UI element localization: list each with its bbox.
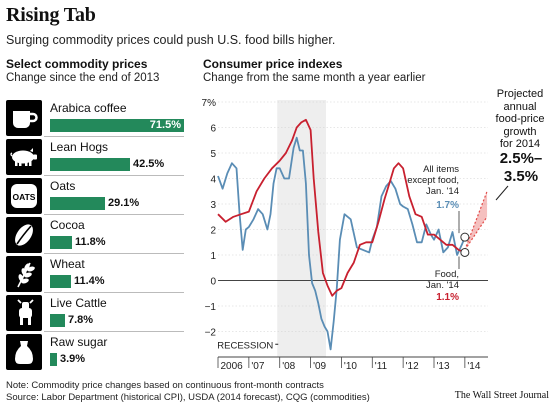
row-divider [44, 331, 184, 332]
cocoa-bean-icon [6, 217, 42, 253]
projection-line: for 2014 [499, 138, 541, 150]
food-label: Food, [435, 269, 459, 280]
y-tick-label: 4 [210, 175, 216, 186]
y-tick-label: 1 [210, 251, 216, 262]
y-tick-label: 7% [202, 98, 217, 109]
commodity-bar [50, 119, 184, 132]
x-tick-label: '14 [467, 361, 480, 372]
row-divider [44, 214, 184, 215]
projection-line: food-price [495, 113, 545, 125]
commodity-bar [50, 158, 130, 171]
cow-icon [6, 295, 42, 331]
commodity-row-raw-sugar: Raw sugar 3.9% [6, 334, 184, 370]
commodity-value: 71.5% [149, 119, 181, 131]
commodity-bar [50, 353, 57, 366]
y-tick-label: 6 [210, 124, 216, 135]
footnote-sources: Source: Labor Department (historical CPI… [6, 392, 370, 403]
commodity-value: 3.9% [60, 353, 86, 365]
commodity-value: 42.5% [133, 158, 165, 170]
projection-edge-low [464, 216, 488, 251]
oats-box-icon: OATS [6, 178, 42, 214]
projection-wedge [464, 191, 488, 250]
x-tick-label: '12 [406, 361, 419, 372]
projection-range-line: 3.5% [503, 168, 539, 185]
commodity-bar [50, 197, 105, 210]
x-tick-label: '11 [375, 361, 388, 372]
row-divider [44, 175, 184, 176]
commodity-row-arabica-coffee: Arabica coffee 71.5% [6, 100, 184, 136]
row-divider [44, 253, 184, 254]
food-endpoint-marker [460, 247, 470, 257]
commodity-value: 11.8% [75, 236, 106, 248]
x-tick-label: '07 [251, 361, 264, 372]
wheat-icon [6, 256, 42, 292]
y-tick-label: 5 [210, 149, 216, 160]
commodity-row-wheat: Wheat 11.4% [6, 256, 184, 292]
commodity-label: Oats [50, 179, 76, 193]
commodities-subtitle: Change since the end of 2013 [6, 72, 160, 84]
projection-line: growth [503, 125, 537, 138]
all-items-label: Jan. '14 [426, 186, 459, 197]
hog-icon [6, 139, 42, 175]
commodity-value: 7.8% [68, 314, 94, 326]
food-value: 1.1% [436, 292, 459, 303]
row-divider [44, 292, 184, 293]
commodity-value: 11.4% [74, 275, 105, 287]
commodity-row-live-cattle: Live Cattle 7.8% [6, 295, 184, 331]
svg-text:OATS: OATS [13, 192, 36, 202]
commodity-row-oats: OATS Oats 29.1% [6, 178, 184, 214]
coffee-mug-icon [6, 100, 42, 136]
commodity-label: Cocoa [50, 218, 85, 232]
commodities-title: Select commodity prices [6, 57, 148, 71]
series-line-food [217, 118, 466, 297]
x-tick-label: '10 [344, 361, 357, 372]
commodity-label: Wheat [50, 257, 85, 271]
y-tick-label: 3 [210, 200, 216, 211]
publisher-credit: The Wall Street Journal [454, 390, 549, 401]
all-items-label: except food, [407, 175, 459, 186]
y-tick-label: 0 [210, 277, 216, 288]
projection-range-line: 2.5%– [499, 150, 543, 167]
all-items-endpoint-marker [460, 232, 470, 242]
sugar-bag-icon [6, 334, 42, 370]
commodity-label: Raw sugar [50, 335, 108, 349]
series-line-all-items [217, 136, 466, 351]
all-items-label: All items [423, 164, 459, 175]
page-title: Rising Tab [6, 4, 96, 26]
projection-edge-high [464, 191, 488, 251]
footnote-note: Note: Commodity price changes based on c… [6, 380, 324, 391]
commodity-bar [50, 314, 65, 327]
commodity-label: Lean Hogs [50, 140, 109, 154]
commodity-bar [50, 236, 72, 249]
commodity-value: 29.1% [108, 197, 140, 209]
x-tick-label: '13 [437, 361, 450, 372]
commodity-row-lean-hogs: Lean Hogs 42.5% [6, 139, 184, 175]
y-tick-label: 2 [210, 226, 216, 237]
all-items-value: 1.7% [436, 200, 459, 211]
page-subtitle: Surging commodity prices could push U.S.… [6, 33, 336, 47]
commodity-row-cocoa: Cocoa 11.8% [6, 217, 184, 253]
food-label: Jan. '14 [426, 280, 459, 291]
row-divider [44, 136, 184, 137]
projection-note: Projected annual food-price growth for 2… [490, 88, 550, 151]
projection-range: 2.5%– 3.5% [490, 150, 552, 186]
projection-pointer [495, 185, 509, 201]
y-tick-label: −1 [205, 302, 217, 313]
cpi-title: Consumer price indexes [203, 57, 343, 71]
commodity-bar [50, 275, 71, 288]
projection-line: Projected [496, 88, 544, 100]
x-tick-label: '08 [282, 361, 295, 372]
y-tick-label: −2 [205, 328, 217, 339]
commodity-label: Arabica coffee [50, 101, 127, 115]
x-tick-label: 2006 [221, 361, 244, 372]
commodity-label: Live Cattle [50, 296, 107, 310]
x-tick-label: '09 [313, 361, 326, 372]
recession-label: RECESSION [217, 340, 273, 351]
projection-line: annual [503, 100, 537, 113]
cpi-subtitle: Change from the same month a year earlie… [203, 72, 426, 84]
